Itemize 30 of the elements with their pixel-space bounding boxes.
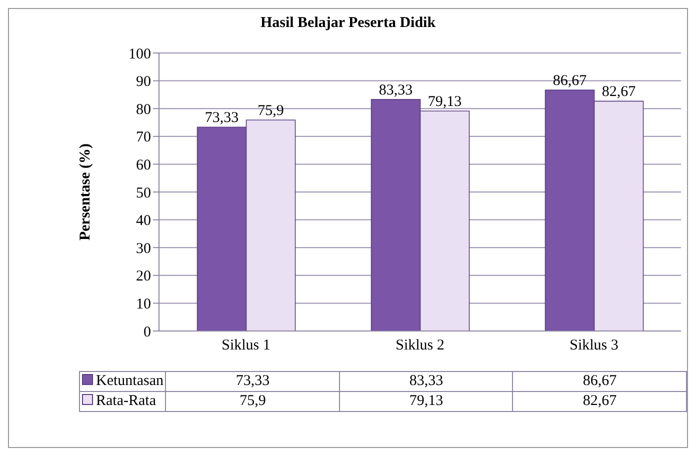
chart-title: Hasil Belajar Peserta Didik (259, 14, 437, 33)
data-label: 83,33 (339, 372, 513, 392)
y-tick-label: 0 (144, 324, 151, 340)
text: 79,13 (428, 94, 462, 110)
data-label: 79,13 (339, 392, 513, 412)
legend-label: Rata-Rata (80, 392, 166, 412)
y-tick-label: 10 (136, 296, 151, 313)
y-axis-title: Persentase (%) (77, 143, 94, 241)
x-tick-label: Siklus 3 (570, 338, 618, 354)
y-tick-label: 20 (136, 268, 151, 285)
y-tick-label: 70 (136, 130, 151, 146)
data-label: 73,33 (166, 372, 340, 392)
x-tick-label: Siklus 2 (396, 338, 444, 354)
text: 73,33 (204, 110, 239, 126)
y-tick-label: 30 (136, 240, 151, 257)
text: 83,33 (378, 82, 413, 98)
x-tick-label: Siklus 1 (222, 338, 270, 354)
y-tick-label: 60 (136, 158, 151, 174)
y-tick-label: 100 (128, 46, 151, 62)
text: 86,67 (552, 73, 587, 90)
data-label: 82,67 (512, 392, 686, 412)
y-tick-label: 90 (136, 74, 151, 90)
text: 82,67 (602, 84, 636, 100)
y-tick-label: 80 (136, 102, 151, 118)
y-tick-label: 50 (136, 185, 151, 202)
y-tick-label: 40 (136, 213, 151, 230)
legend-label: Ketuntasan (80, 372, 166, 392)
data-label: 86,67 (512, 372, 686, 392)
text: 75,9 (258, 103, 284, 119)
data-label: 75,9 (166, 392, 340, 412)
